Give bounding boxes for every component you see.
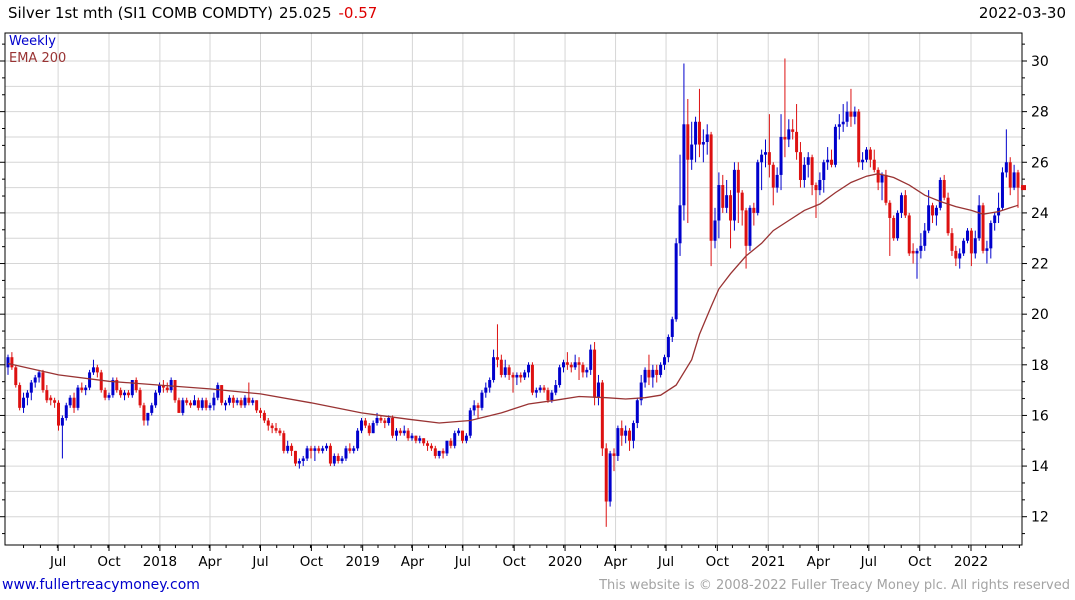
svg-text:2021: 2021 bbox=[751, 554, 785, 570]
svg-text:Oct: Oct bbox=[908, 554, 931, 570]
svg-text:30: 30 bbox=[1031, 54, 1049, 70]
svg-text:Oct: Oct bbox=[97, 554, 120, 570]
svg-text:18: 18 bbox=[1031, 358, 1049, 374]
svg-text:2020: 2020 bbox=[548, 554, 582, 570]
svg-text:2019: 2019 bbox=[345, 554, 379, 570]
copyright-text: This website is © 2008-2022 Fuller Treac… bbox=[599, 578, 1070, 593]
svg-text:Apr: Apr bbox=[604, 554, 628, 570]
svg-text:28: 28 bbox=[1031, 105, 1049, 121]
svg-text:Oct: Oct bbox=[502, 554, 525, 570]
svg-text:Oct: Oct bbox=[300, 554, 323, 570]
last-price: 25.025 bbox=[279, 4, 332, 22]
chart-date: 2022-03-30 bbox=[978, 4, 1066, 22]
svg-text:2022: 2022 bbox=[954, 554, 988, 570]
svg-text:22: 22 bbox=[1031, 257, 1049, 273]
website-link[interactable]: www.fullertreacymoney.com bbox=[2, 577, 200, 593]
svg-text:Jul: Jul bbox=[657, 554, 674, 570]
svg-text:2018: 2018 bbox=[143, 554, 177, 570]
chart-title: Silver 1st mth (SI1 COMB COMDTY) 25.025 -0… bbox=[8, 4, 377, 22]
svg-text:Jul: Jul bbox=[251, 554, 268, 570]
instrument-name: Silver 1st mth (SI1 COMB COMDTY) bbox=[8, 4, 274, 22]
svg-text:Apr: Apr bbox=[807, 554, 831, 570]
svg-text:24: 24 bbox=[1031, 206, 1049, 222]
legend-ema-label: EMA 200 bbox=[9, 51, 67, 66]
svg-text:Apr: Apr bbox=[401, 554, 425, 570]
svg-text:Jul: Jul bbox=[49, 554, 66, 570]
svg-text:26: 26 bbox=[1031, 155, 1049, 171]
svg-text:16: 16 bbox=[1031, 408, 1049, 424]
svg-text:20: 20 bbox=[1031, 307, 1049, 323]
price-change: -0.57 bbox=[338, 4, 378, 22]
svg-text:14: 14 bbox=[1031, 459, 1049, 475]
svg-text:Jul: Jul bbox=[860, 554, 877, 570]
svg-text:Jul: Jul bbox=[454, 554, 471, 570]
svg-text:Oct: Oct bbox=[706, 554, 729, 570]
legend-timeframe-label: Weekly bbox=[9, 34, 56, 49]
svg-text:12: 12 bbox=[1031, 510, 1049, 526]
svg-text:Apr: Apr bbox=[198, 554, 222, 570]
